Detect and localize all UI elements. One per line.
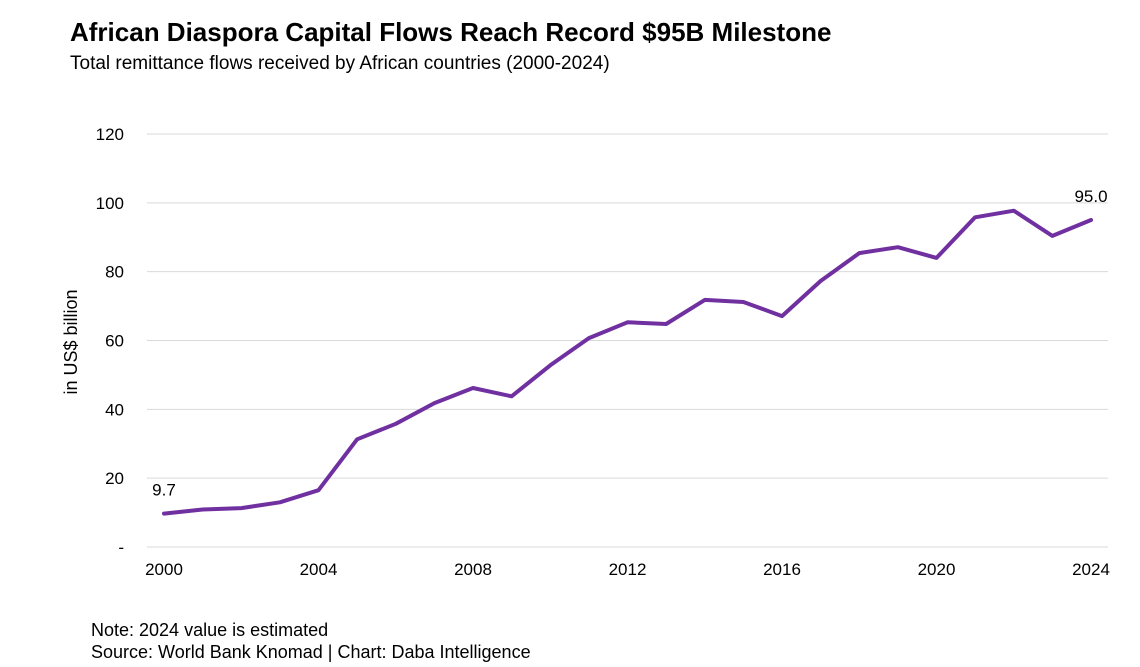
x-tick-label: 2000: [145, 560, 183, 579]
x-tick-label: 2004: [300, 560, 338, 579]
chart-subtitle: Total remittance flows received by Afric…: [70, 53, 610, 74]
y-tick-label: 40: [105, 400, 124, 419]
data-label: 95.0: [1074, 187, 1107, 206]
source-text: Source: World Bank Knomad | Chart: Daba …: [91, 642, 531, 662]
y-tick-label: 60: [105, 332, 124, 351]
series-remittances: [162, 208, 1093, 516]
y-tick-label: 120: [96, 125, 124, 144]
chart-title: African Diaspora Capital Flows Reach Rec…: [70, 17, 832, 47]
data-label: 9.7: [152, 481, 176, 500]
x-tick-label: 2008: [454, 560, 492, 579]
y-axis-label: in US$ billion: [61, 289, 81, 394]
x-tick-label: 2020: [918, 560, 956, 579]
x-tick-label: 2012: [609, 560, 647, 579]
note-text: Note: 2024 value is estimated: [91, 620, 329, 640]
footnote: Note: 2024 value is estimated Source: Wo…: [91, 619, 531, 663]
y-tick-label: 80: [105, 263, 124, 282]
series-line: [162, 208, 1093, 516]
x-tick-label: 2024: [1072, 560, 1110, 579]
y-tick-label: -: [118, 538, 124, 557]
y-tick-label: 100: [96, 194, 124, 213]
x-axis-ticks: 2000 2004 2008 2012 2016 2020 2024: [145, 560, 1110, 579]
y-axis-ticks: - 20 40 60 80 100 120: [96, 125, 124, 557]
data-labels: 9.7 95.0: [152, 187, 1107, 500]
y-tick-label: 20: [105, 469, 124, 488]
x-tick-label: 2016: [763, 560, 801, 579]
gridlines: [147, 133, 1108, 548]
